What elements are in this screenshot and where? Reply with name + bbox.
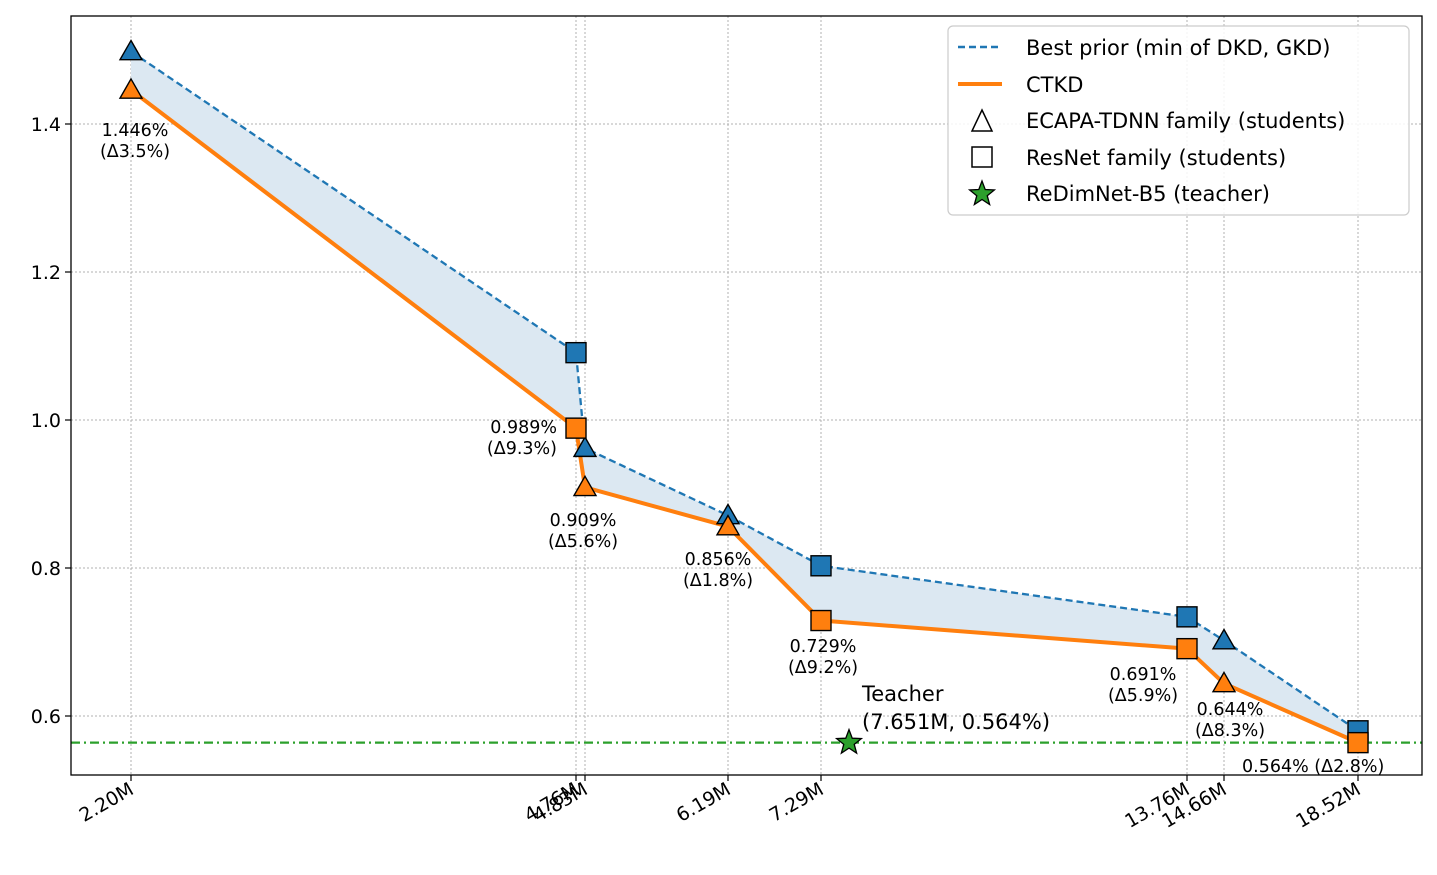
legend-box <box>947 25 1410 216</box>
annotation-delta-2: (Δ5.6%) <box>548 532 618 552</box>
ctkd-marker-7 <box>1347 731 1369 754</box>
series-line-prior <box>130 50 1359 732</box>
annotation-value-1: 0.989% <box>490 418 557 438</box>
annotation-value-0: 1.446% <box>102 121 169 141</box>
annotation-value-5: 0.691% <box>1110 665 1177 685</box>
ytick-label-0: 0.6 <box>31 706 61 728</box>
legend-label-ecapa: ECAPA-TDNN family (students) <box>1026 109 1345 133</box>
annotation-delta-4: (Δ9.2%) <box>788 658 858 678</box>
teacher-label-line2: (7.651M, 0.564%) <box>862 710 1050 734</box>
ytick-label-1: 0.8 <box>31 558 61 580</box>
annotation-value-3: 0.856% <box>685 550 752 570</box>
series-markers <box>118 39 1369 754</box>
annotation-value-4: 0.729% <box>790 637 857 657</box>
annotation-delta-3: (Δ1.8%) <box>683 571 753 591</box>
prior-marker-5 <box>1176 606 1198 628</box>
prior-marker-1 <box>565 341 587 364</box>
plot-frame <box>70 15 1423 776</box>
ctkd-marker-2 <box>572 474 598 497</box>
ctkd-marker-4 <box>810 609 832 632</box>
legend-label-ctkd: CTKD <box>1026 73 1083 97</box>
teacher-marker-group: Teacher (7.651M, 0.564%) <box>834 682 1050 755</box>
annotations: 1.446%(Δ3.5%) 0.989%(Δ9.3%) 0.909%(Δ5.6%) 0… <box>100 121 1384 777</box>
ctkd-marker-0 <box>118 77 144 99</box>
annotation-value-2: 0.909% <box>550 511 617 531</box>
prior-marker-4 <box>810 555 832 577</box>
prior-marker-6 <box>1211 628 1237 650</box>
ctkd-marker-3 <box>715 514 741 536</box>
ytick-label-3: 1.2 <box>31 262 61 284</box>
ytick-label-2: 1.0 <box>31 410 61 432</box>
legend-star-icon <box>967 179 997 207</box>
prior-marker-0 <box>118 39 144 61</box>
ctkd-marker-6 <box>1211 671 1237 693</box>
ctkd-marker-5 <box>1176 637 1198 660</box>
legend-square-icon <box>971 146 993 168</box>
annotation-delta-1: (Δ9.3%) <box>487 439 557 459</box>
teacher-label-line1: Teacher <box>861 682 944 706</box>
legend-triangle-icon <box>970 108 994 132</box>
legend-label-prior: Best prior (min of DKD, GKD) <box>1026 36 1330 60</box>
annotation-delta-5: (Δ5.9%) <box>1108 686 1178 706</box>
legend-label-resnet: ResNet family (students) <box>1026 146 1286 170</box>
annotation-value-7: 0.564% (Δ2.8%) <box>1242 757 1384 777</box>
legend-label-teacher: ReDimNet-B5 (teacher) <box>1026 182 1270 206</box>
annotation-value-6: 0.644% <box>1197 700 1264 720</box>
legend: Best prior (min of DKD, GKD) CTKD ECAPA-… <box>947 25 1410 216</box>
annotation-delta-6: (Δ8.3%) <box>1195 721 1265 741</box>
gap-fill-area <box>131 51 1358 743</box>
gap-fill <box>131 51 1358 743</box>
ctkd-marker-1 <box>565 417 587 439</box>
prior-marker-2 <box>572 435 598 458</box>
ytick-label-4: 1.4 <box>31 114 61 136</box>
annotation-delta-0: (Δ3.5%) <box>100 142 170 162</box>
teacher-star-marker <box>834 727 864 755</box>
